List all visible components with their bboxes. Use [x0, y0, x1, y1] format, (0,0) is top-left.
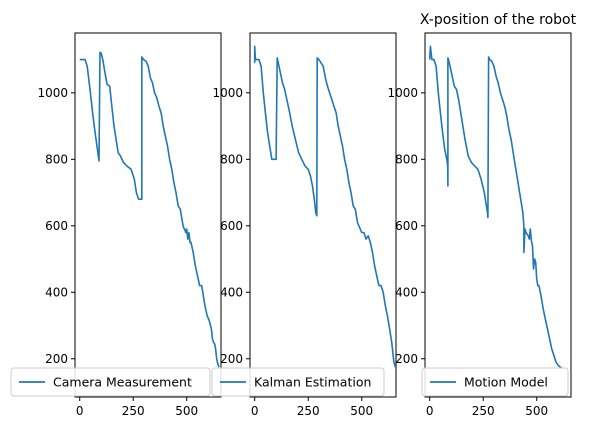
y-tick-label: 1000 — [37, 86, 68, 100]
y-tick-label: 600 — [395, 219, 418, 233]
legend-label: Camera Measurement — [53, 375, 192, 390]
y-tick-label: 600 — [220, 219, 243, 233]
x-tick-label: 250 — [472, 404, 495, 418]
legend-box — [211, 367, 385, 397]
series-line-kalman-estimation — [253, 45, 396, 369]
subplot-1: 200 400 600 800 1000 0 250 500 — [37, 32, 222, 418]
axes-frame — [74, 32, 222, 398]
x-tick-label: 250 — [297, 404, 320, 418]
legend-box — [421, 367, 569, 397]
y-tick-label: 400 — [45, 285, 68, 299]
axes-frame — [424, 32, 572, 398]
y-tick-label: 200 — [395, 352, 418, 366]
subplot-3: 200 400 600 800 1000 0 250 500 X-position of the… — [387, 12, 576, 418]
x-tick-label: 0 — [251, 404, 259, 418]
y-tick-label: 600 — [45, 219, 68, 233]
y-tick-label: 400 — [220, 285, 243, 299]
legend-label: Motion Model — [464, 375, 548, 390]
y-tick-label: 800 — [220, 152, 243, 166]
x-tick-label: 0 — [426, 404, 434, 418]
x-tick-label: 500 — [350, 404, 373, 418]
x-tick-label: 250 — [122, 404, 145, 418]
legend-label: Kalman Estimation — [254, 375, 371, 390]
axes-frame — [249, 32, 397, 398]
y-tick-label: 800 — [45, 152, 68, 166]
subplot-2: 200 400 600 800 1000 0 250 500 — [212, 32, 397, 418]
y-tick-label: 200 — [220, 352, 243, 366]
y-tick-label: 800 — [395, 152, 418, 166]
y-tick-label: 400 — [395, 285, 418, 299]
legend: Motion Model — [421, 367, 569, 397]
y-tick-label: 1000 — [387, 86, 418, 100]
y-tick-label: 1000 — [212, 86, 243, 100]
legend: Kalman Estimation — [211, 367, 385, 397]
legend-box — [10, 367, 211, 397]
y-tick-label: 200 — [45, 352, 68, 366]
chart-title: X-position of the robot — [420, 12, 577, 28]
legend: Camera Measurement — [10, 367, 211, 397]
x-tick-label: 500 — [525, 404, 548, 418]
x-tick-label: 0 — [76, 404, 84, 418]
series-line-camera-measurement — [79, 51, 220, 368]
series-line-motion-model — [428, 45, 563, 370]
x-tick-label: 500 — [175, 404, 198, 418]
